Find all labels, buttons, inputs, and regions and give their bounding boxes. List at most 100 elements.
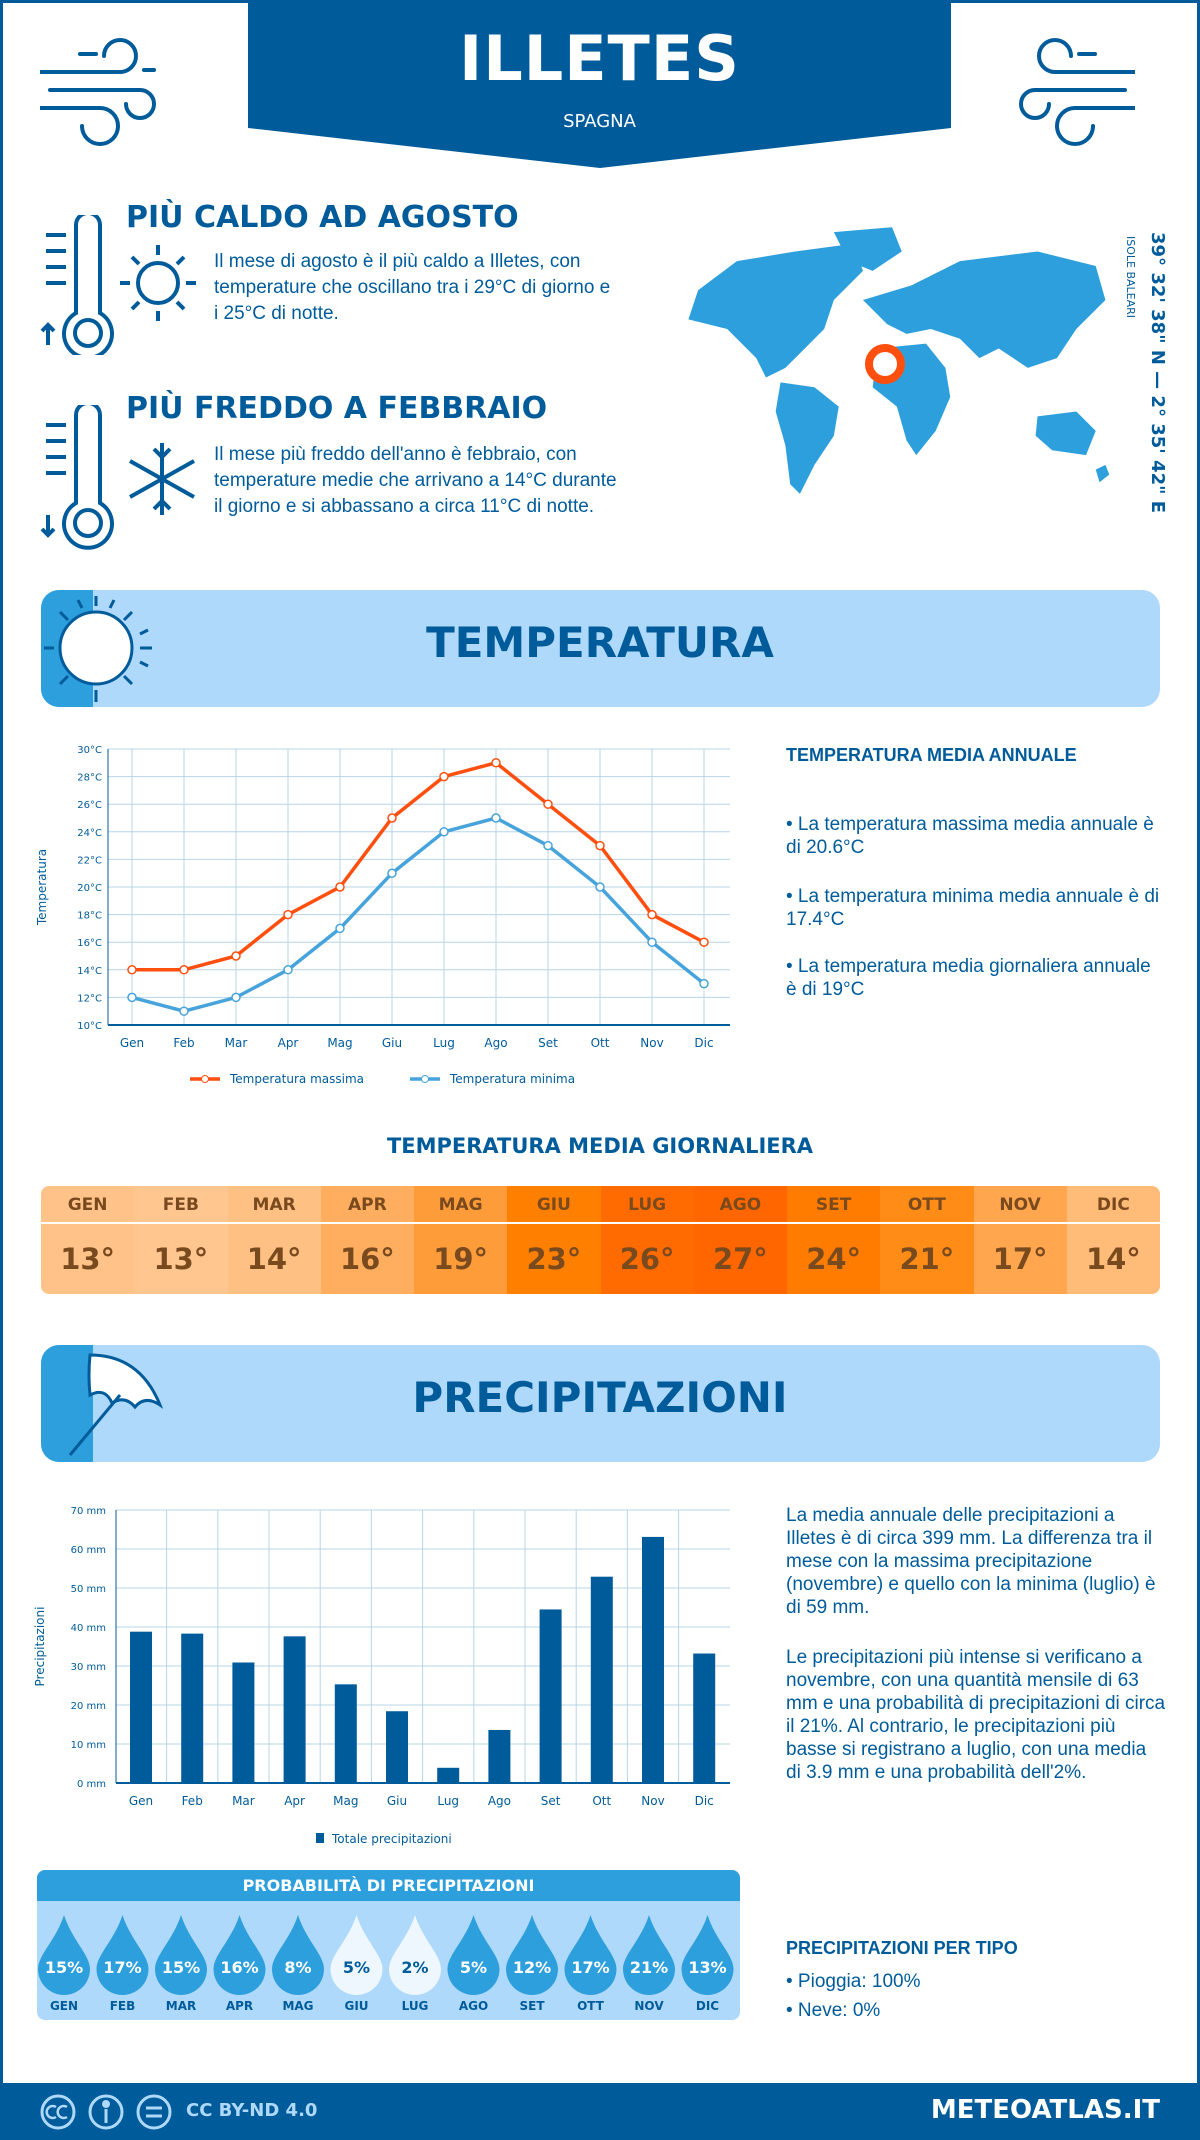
x-tick-label: Feb — [173, 1036, 194, 1050]
x-tick-label: Gen — [129, 1794, 153, 1808]
series-line — [131, 816, 706, 1014]
daily-temp-cell: AGO 27° — [693, 1186, 787, 1294]
x-tick-label: Mar — [232, 1794, 255, 1808]
legend-swatch — [316, 1833, 324, 1843]
x-tick-label: Set — [538, 1036, 558, 1050]
x-tick-label: Apr — [278, 1036, 299, 1050]
umbrella-icon — [68, 1353, 164, 1456]
month-label: GIU — [507, 1186, 601, 1224]
no-derivatives-icon — [136, 2094, 172, 2130]
temp-value: 19° — [433, 1242, 489, 1276]
y-tick-label: 22°C — [77, 855, 102, 866]
probability-value: 13% — [688, 1958, 726, 1977]
header-banner — [248, 0, 951, 168]
probability-value: 8% — [284, 1958, 311, 1977]
month-label: LUG — [402, 1999, 429, 2013]
daily-temp-cell: APR 16° — [320, 1186, 414, 1294]
y-tick-label: 16°C — [77, 938, 102, 949]
raindrop-icon — [506, 1915, 558, 1995]
month-label: NOV — [973, 1186, 1067, 1224]
month-label: SET — [519, 1999, 545, 2013]
temp-value: 14° — [1085, 1242, 1141, 1276]
y-tick-label: 26°C — [77, 800, 102, 811]
x-tick-label: Lug — [433, 1036, 455, 1050]
data-point — [127, 992, 137, 1003]
country-subtitle: SPAGNA — [563, 111, 636, 132]
y-tick-label: 28°C — [77, 773, 102, 784]
legend-marker — [421, 1075, 429, 1083]
month-label: OTT — [880, 1186, 974, 1224]
temp-value: 26° — [619, 1242, 675, 1276]
data-point — [595, 882, 605, 892]
bar — [488, 1729, 511, 1783]
data-point — [335, 923, 345, 934]
data-point — [387, 813, 397, 823]
precip-probability-drops: 15% GEN 17% FEB 15% MAR 16% APR 8% MAG 5% GIU 2% LUG 5… — [38, 1915, 734, 2013]
thermometer-cold-icon — [40, 405, 195, 550]
x-tick-label: Mag — [327, 1036, 352, 1050]
bar — [130, 1631, 152, 1783]
daily-temp-cell: GIU 23° — [507, 1186, 601, 1294]
data-point — [335, 882, 345, 892]
y-tick-label: 60 mm — [71, 1545, 106, 1556]
legend-marker — [201, 1075, 209, 1083]
license-text[interactable]: CC BY-ND 4.0 — [186, 2100, 318, 2121]
y-tick-label: 10 mm — [71, 1740, 106, 1751]
precipitation-chart: 0 mm 10 mm 20 mm 30 mm 40 mm 50 mm 60 mm 70 mm G… — [33, 1506, 730, 1846]
raindrop-icon — [213, 1915, 266, 1995]
snowflake-icon — [129, 443, 195, 515]
warmest-text: Il mese di agosto è il più caldo a Illet… — [214, 251, 611, 324]
raindrop-icon — [96, 1915, 149, 1995]
temperature-title: TEMPERATURA — [426, 618, 774, 667]
precipitation-title: PRECIPITAZIONI — [412, 1373, 788, 1422]
raindrop-icon — [389, 1915, 441, 1995]
y-tick-label: 30°C — [77, 745, 102, 756]
month-label: AGO — [693, 1186, 787, 1224]
month-label: MAG — [414, 1186, 508, 1224]
month-label: DIC — [1066, 1186, 1160, 1224]
x-tick-label: Dic — [694, 1036, 713, 1050]
x-tick-label: Mag — [333, 1794, 358, 1808]
y-axis-label: Precipitazioni — [33, 1607, 47, 1687]
annual-max-text: • La temperatura massima media annuale è… — [786, 814, 1154, 858]
bar — [283, 1636, 306, 1783]
data-point — [439, 827, 449, 837]
month-label: SET — [787, 1186, 881, 1224]
data-point — [491, 758, 501, 768]
legend-label: Temperatura minima — [449, 1072, 575, 1086]
x-tick-label: Gen — [120, 1036, 144, 1050]
x-tick-label: Giu — [382, 1036, 402, 1050]
x-tick-label: Nov — [640, 1036, 663, 1050]
cc-license-icons[interactable] — [40, 2094, 180, 2130]
probability-value: 15% — [162, 1958, 200, 1977]
x-tick-label: Dic — [695, 1794, 714, 1808]
precip-type-heading: PRECIPITAZIONI PER TIPO — [786, 1938, 1018, 1958]
bar — [590, 1576, 613, 1783]
x-tick-label: Ago — [484, 1036, 507, 1050]
thermometer-warm-icon — [40, 215, 196, 355]
raindrop-icon — [330, 1915, 383, 1995]
raindrop-icon — [447, 1915, 500, 1995]
annual-min-text: • La temperatura minima media annuale è … — [786, 886, 1160, 930]
y-tick-label: 40 mm — [71, 1623, 106, 1634]
temp-value: 21° — [899, 1242, 955, 1276]
probability-value: 2% — [401, 1958, 428, 1977]
month-label: APR — [226, 1999, 253, 2013]
raindrop-icon — [623, 1915, 675, 1995]
brand-link[interactable]: METEOATLAS.IT — [930, 2095, 1160, 2125]
precip-detail-text: Le precipitazioni più intense si verific… — [786, 1647, 1166, 1783]
raindrop-icon — [681, 1915, 734, 1995]
y-tick-label: 14°C — [77, 966, 102, 977]
coldest-text: Il mese più freddo dell'anno è febbraio,… — [214, 444, 617, 517]
x-tick-label: Apr — [284, 1794, 305, 1808]
y-tick-label: 10°C — [77, 1021, 102, 1032]
month-label: DIC — [696, 1999, 719, 2013]
x-tick-label: Nov — [641, 1794, 664, 1808]
daily-temp-cell: NOV 17° — [973, 1186, 1067, 1294]
bar — [437, 1767, 460, 1783]
annual-mean-text: • La temperatura media giornaliera annua… — [786, 956, 1151, 1000]
temp-value: 13° — [153, 1242, 209, 1276]
data-point — [283, 965, 293, 975]
bar — [693, 1653, 716, 1783]
x-tick-label: Ott — [592, 1794, 611, 1808]
